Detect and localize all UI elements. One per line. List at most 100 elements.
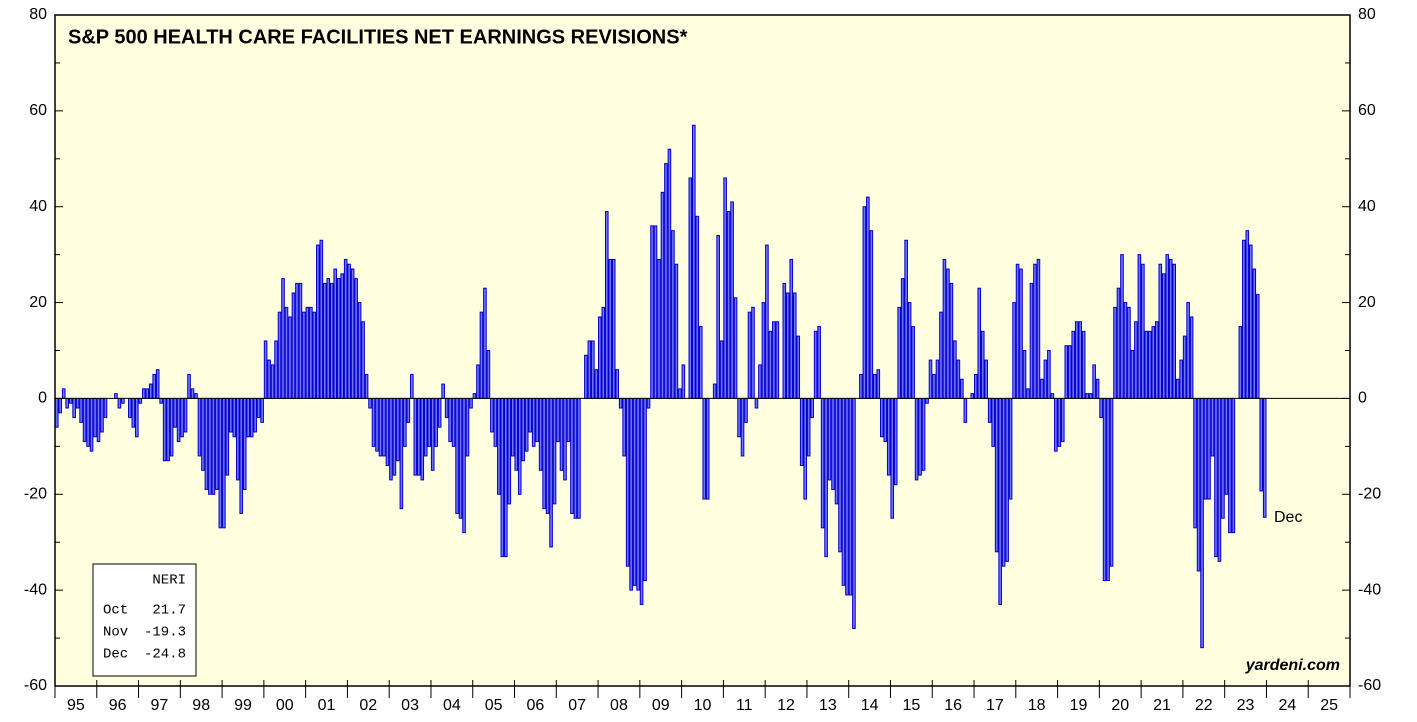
bar bbox=[347, 263, 351, 399]
bar bbox=[1029, 282, 1034, 399]
x-tick-label: 04 bbox=[443, 697, 461, 714]
x-tick-label: 02 bbox=[359, 697, 377, 714]
bar bbox=[528, 397, 532, 433]
bar bbox=[998, 397, 1002, 606]
bar bbox=[75, 397, 80, 409]
bar bbox=[838, 397, 842, 553]
bar bbox=[1186, 302, 1190, 399]
bar bbox=[1172, 263, 1177, 399]
bar bbox=[591, 340, 595, 399]
bar bbox=[1067, 345, 1072, 399]
bar bbox=[1151, 326, 1156, 399]
bar bbox=[939, 311, 943, 399]
bar bbox=[145, 388, 150, 399]
bar bbox=[183, 397, 188, 433]
bar bbox=[340, 273, 344, 399]
bar bbox=[535, 397, 539, 443]
bar bbox=[737, 397, 741, 438]
bar bbox=[747, 311, 752, 399]
bar bbox=[284, 306, 289, 399]
bars bbox=[54, 124, 1350, 649]
bar bbox=[883, 397, 888, 443]
bar bbox=[726, 211, 731, 399]
bar bbox=[765, 244, 769, 399]
bar bbox=[1012, 302, 1016, 399]
bar bbox=[782, 282, 787, 399]
bar bbox=[705, 397, 710, 500]
bar bbox=[486, 350, 491, 399]
bar bbox=[1001, 397, 1006, 567]
bar bbox=[1252, 268, 1257, 399]
bar bbox=[378, 397, 383, 457]
bar bbox=[1036, 258, 1041, 399]
bar bbox=[1109, 397, 1114, 567]
bar bbox=[256, 397, 261, 419]
x-tick-label: 97 bbox=[151, 697, 169, 714]
bar bbox=[688, 177, 693, 399]
bar bbox=[1015, 263, 1020, 399]
x-tick-label: 13 bbox=[819, 697, 837, 714]
bar bbox=[416, 397, 421, 476]
bar bbox=[357, 302, 362, 399]
bar bbox=[1189, 316, 1194, 399]
bar bbox=[869, 230, 874, 399]
bar bbox=[204, 397, 209, 490]
bar bbox=[322, 282, 327, 399]
x-tick-label: 17 bbox=[986, 697, 1004, 714]
bar bbox=[601, 306, 606, 399]
bar bbox=[354, 278, 358, 399]
legend-month: Oct bbox=[103, 603, 128, 619]
bar bbox=[1134, 321, 1138, 399]
bar bbox=[1196, 397, 1201, 572]
x-tick-label: 16 bbox=[944, 697, 962, 714]
bar bbox=[636, 397, 640, 591]
bar bbox=[1088, 393, 1093, 399]
bar bbox=[194, 393, 198, 399]
bar bbox=[820, 397, 825, 529]
bar bbox=[208, 397, 212, 495]
bar bbox=[490, 397, 494, 433]
bar bbox=[681, 364, 686, 399]
bar bbox=[483, 287, 487, 399]
bar bbox=[444, 397, 449, 419]
bar bbox=[751, 306, 755, 399]
bar bbox=[316, 244, 320, 399]
bar bbox=[187, 373, 191, 399]
bar bbox=[542, 397, 546, 510]
legend-value: 21.7 bbox=[152, 603, 186, 619]
bar bbox=[886, 397, 891, 476]
bar bbox=[326, 278, 331, 399]
bar bbox=[980, 330, 985, 399]
bar bbox=[824, 397, 828, 558]
y-tick-label: 80 bbox=[29, 6, 47, 23]
bar bbox=[611, 258, 616, 399]
bar bbox=[563, 397, 567, 481]
bar bbox=[907, 302, 912, 399]
bar bbox=[89, 397, 94, 452]
bar bbox=[514, 397, 519, 471]
bar bbox=[100, 397, 104, 433]
legend-value: -19.3 bbox=[144, 625, 186, 641]
bar bbox=[455, 397, 459, 514]
bar bbox=[410, 373, 414, 399]
bar bbox=[166, 397, 170, 462]
x-tick-label: 08 bbox=[610, 697, 628, 714]
bar bbox=[1210, 397, 1215, 457]
bar bbox=[96, 397, 101, 443]
bar bbox=[1259, 397, 1264, 492]
bar bbox=[1085, 393, 1089, 399]
bar bbox=[1008, 397, 1013, 500]
bar bbox=[973, 373, 978, 399]
x-tick-label: 23 bbox=[1237, 697, 1255, 714]
bar bbox=[925, 397, 929, 404]
bar bbox=[664, 163, 668, 399]
bar bbox=[712, 383, 717, 399]
chart-title: S&P 500 HEALTH CARE FACILITIES NET EARNI… bbox=[68, 26, 688, 48]
bar bbox=[841, 397, 846, 586]
bar bbox=[772, 321, 776, 399]
y-tick-label-right: 40 bbox=[1358, 198, 1376, 215]
bar bbox=[1200, 397, 1204, 649]
bar bbox=[510, 397, 515, 457]
bar bbox=[622, 397, 626, 457]
bar bbox=[1095, 378, 1100, 399]
